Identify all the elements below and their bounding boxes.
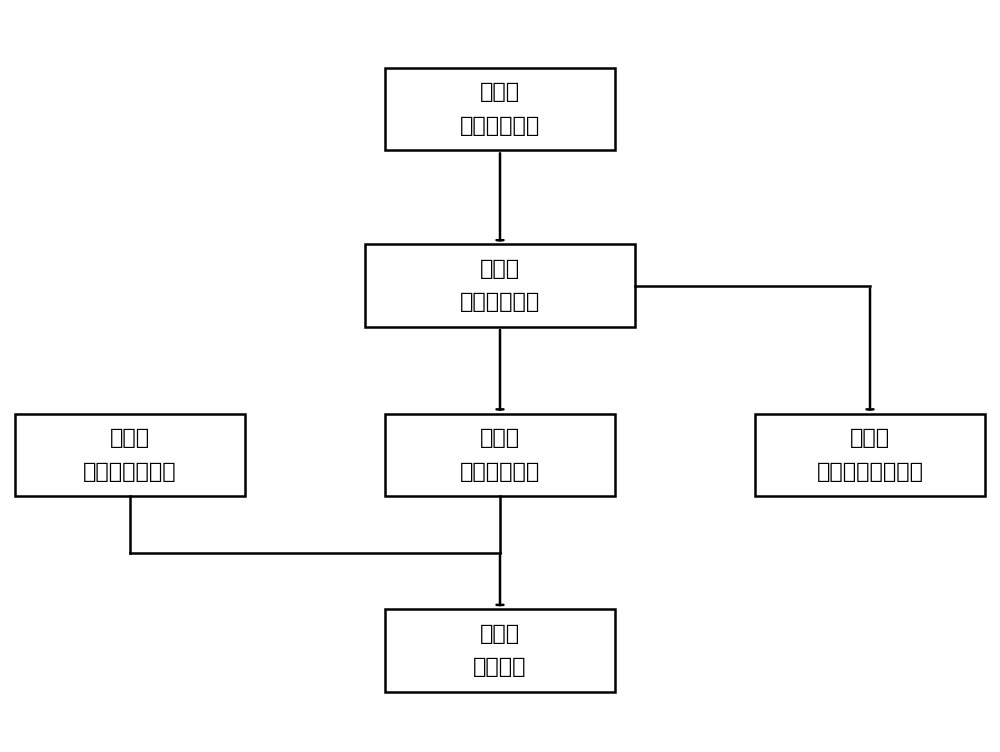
Text: 端子排: 端子排 bbox=[110, 429, 150, 448]
Text: 端子排: 端子排 bbox=[480, 429, 520, 448]
Bar bbox=[755, 414, 985, 496]
Text: 基准値管理模块: 基准値管理模块 bbox=[83, 462, 177, 481]
Text: 图像收集模块: 图像收集模块 bbox=[460, 116, 540, 135]
Text: 端子连接检测模块: 端子连接检测模块 bbox=[816, 462, 924, 481]
Bar bbox=[385, 609, 615, 692]
Text: 端子排: 端子排 bbox=[480, 624, 520, 644]
Bar bbox=[365, 244, 635, 327]
Text: 编号检测模块: 编号检测模块 bbox=[460, 462, 540, 481]
Text: 端子排: 端子排 bbox=[480, 83, 520, 102]
Text: 端子排: 端子排 bbox=[850, 429, 890, 448]
Text: 校核模块: 校核模块 bbox=[473, 657, 527, 677]
Bar bbox=[385, 68, 615, 150]
Bar bbox=[385, 414, 615, 496]
Bar bbox=[15, 414, 245, 496]
Text: 端子排: 端子排 bbox=[480, 259, 520, 279]
Text: 图像处理模块: 图像处理模块 bbox=[460, 293, 540, 312]
